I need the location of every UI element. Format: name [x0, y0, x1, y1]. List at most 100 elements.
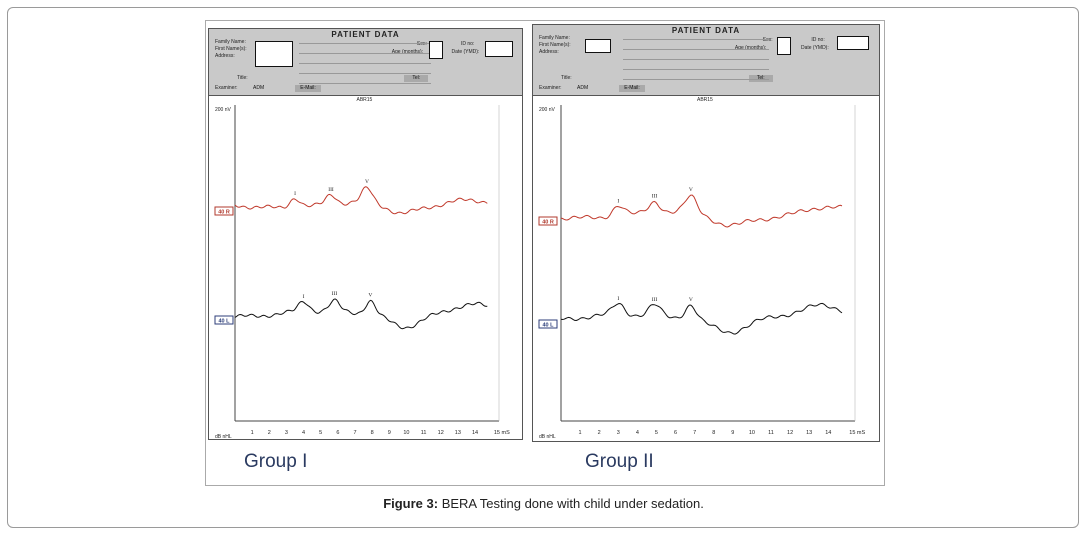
trace-right	[560, 194, 843, 228]
x-tick-label: 1	[579, 430, 582, 436]
redaction-box	[429, 41, 443, 59]
trace-label: 40 L	[218, 318, 230, 324]
form-rule	[299, 73, 432, 74]
scale-label: 200 nV	[539, 107, 555, 113]
form-rule	[623, 79, 770, 80]
x-tick-label: 2	[598, 430, 601, 436]
title-label: Title:	[237, 75, 248, 81]
x-end-label: 15 mS	[494, 430, 510, 436]
examiner-value: ADM	[577, 85, 589, 91]
peak-label: III	[652, 193, 658, 199]
age-label: Age (months):	[734, 45, 767, 51]
form-rule	[299, 63, 432, 64]
form-rule	[623, 59, 770, 60]
peak-label: V	[689, 187, 693, 193]
x-tick-label: 9	[731, 430, 734, 436]
figure-frame	[7, 7, 1079, 528]
trace-label-box	[214, 315, 234, 325]
trace-label-box	[214, 206, 234, 216]
trace-right	[234, 186, 488, 215]
x-tick-label: 12	[438, 430, 444, 436]
peak-label: V	[368, 292, 372, 298]
x-tick-label: 1	[251, 430, 254, 436]
group-label-1: Group I	[244, 451, 308, 472]
trace-label-box	[538, 216, 558, 226]
date-label: Date (YMD):	[800, 45, 829, 51]
email-chip: E-Mail:	[295, 85, 321, 92]
peak-label: III	[328, 187, 334, 193]
tel-chip: Tel:	[748, 75, 773, 82]
test-name: ABR15	[697, 97, 713, 103]
peak-label: V	[689, 297, 693, 303]
form-rule	[299, 53, 432, 54]
id-no-label: ID no:	[461, 41, 475, 47]
patient-data-title: PATIENT DATA	[671, 26, 741, 35]
first-names-label: First Name(s):	[215, 46, 247, 52]
x-tick-label: 12	[787, 430, 793, 436]
family-name-label: Family Name:	[539, 35, 570, 41]
examiner-label: Examiner:	[539, 85, 562, 91]
form-rule	[623, 69, 770, 70]
x-tick-label: 14	[472, 430, 478, 436]
examiner-label: Examiner:	[215, 85, 238, 91]
test-name: ABR15	[356, 97, 373, 103]
x-tick-label: 7	[353, 430, 356, 436]
x-tick-label: 5	[319, 430, 322, 436]
x-tick-label: 5	[655, 430, 658, 436]
examiner-value: ADM	[253, 85, 265, 91]
trace-label: 40 R	[542, 219, 554, 225]
peak-label: I	[294, 191, 296, 197]
x-unit-label: dB nHL	[539, 434, 556, 440]
x-tick-label: 6	[674, 430, 677, 436]
peak-label: III	[332, 291, 338, 297]
x-tick-label: 10	[749, 430, 755, 436]
form-rule	[299, 43, 432, 44]
email-chip: E-Mail:	[619, 85, 645, 92]
x-tick-label: 9	[388, 430, 391, 436]
date-label: Date (YMD):	[451, 49, 480, 55]
x-tick-label: 7	[693, 430, 696, 436]
x-tick-label: 14	[825, 430, 831, 436]
patient-data-header: PATIENT DATA Family Name: First Name(s): Ad…	[533, 25, 879, 96]
id-no-label: ID no:	[811, 37, 825, 43]
x-tick-label: 11	[421, 430, 427, 436]
trace-label: 40 R	[218, 209, 230, 215]
redaction-box	[485, 41, 513, 57]
tel-chip: Tel:	[404, 75, 429, 82]
peak-label: I	[617, 296, 619, 302]
x-tick-label: 13	[806, 430, 812, 436]
form-rule	[299, 83, 432, 84]
caption-label: Figure 3:	[383, 496, 439, 511]
peak-label: I	[303, 294, 305, 300]
family-name-label: Family Name:	[215, 39, 246, 45]
trace-left	[560, 302, 843, 335]
form-rule	[623, 49, 770, 50]
peak-label: III	[652, 297, 658, 303]
patient-data-title: PATIENT DATA	[331, 30, 400, 39]
title-label: Title:	[561, 75, 572, 81]
x-end-label: 15 mS	[849, 430, 865, 436]
x-tick-label: 3	[617, 430, 620, 436]
sex-label: Sex:	[762, 37, 773, 43]
sex-label: Sex:	[416, 41, 427, 47]
x-tick-label: 13	[455, 430, 461, 436]
peak-label: V	[365, 179, 369, 185]
redaction-box	[777, 37, 791, 55]
group-label-2: Group II	[585, 451, 654, 472]
x-tick-label: 11	[768, 430, 774, 436]
abr-sheet-group-2: PATIENT DATA Family Name: First Name(s): Ad…	[532, 24, 880, 442]
age-label: Age (months):	[391, 49, 424, 55]
x-tick-label: 8	[371, 430, 374, 436]
first-names-label: First Name(s):	[539, 42, 571, 48]
figure-caption: Figure 3: BERA Testing done with child u…	[0, 496, 1087, 511]
address-label: Address:	[539, 49, 559, 55]
x-tick-label: 3	[285, 430, 288, 436]
x-tick-label: 10	[403, 430, 409, 436]
address-label: Address:	[215, 53, 235, 59]
redaction-box	[255, 41, 293, 67]
x-tick-label: 2	[268, 430, 271, 436]
abr-sheet-group-1: PATIENT DATA Family Name: First Name(s): Ad…	[208, 28, 523, 440]
trace-label: 40 L	[542, 322, 554, 328]
x-tick-label: 6	[336, 430, 339, 436]
